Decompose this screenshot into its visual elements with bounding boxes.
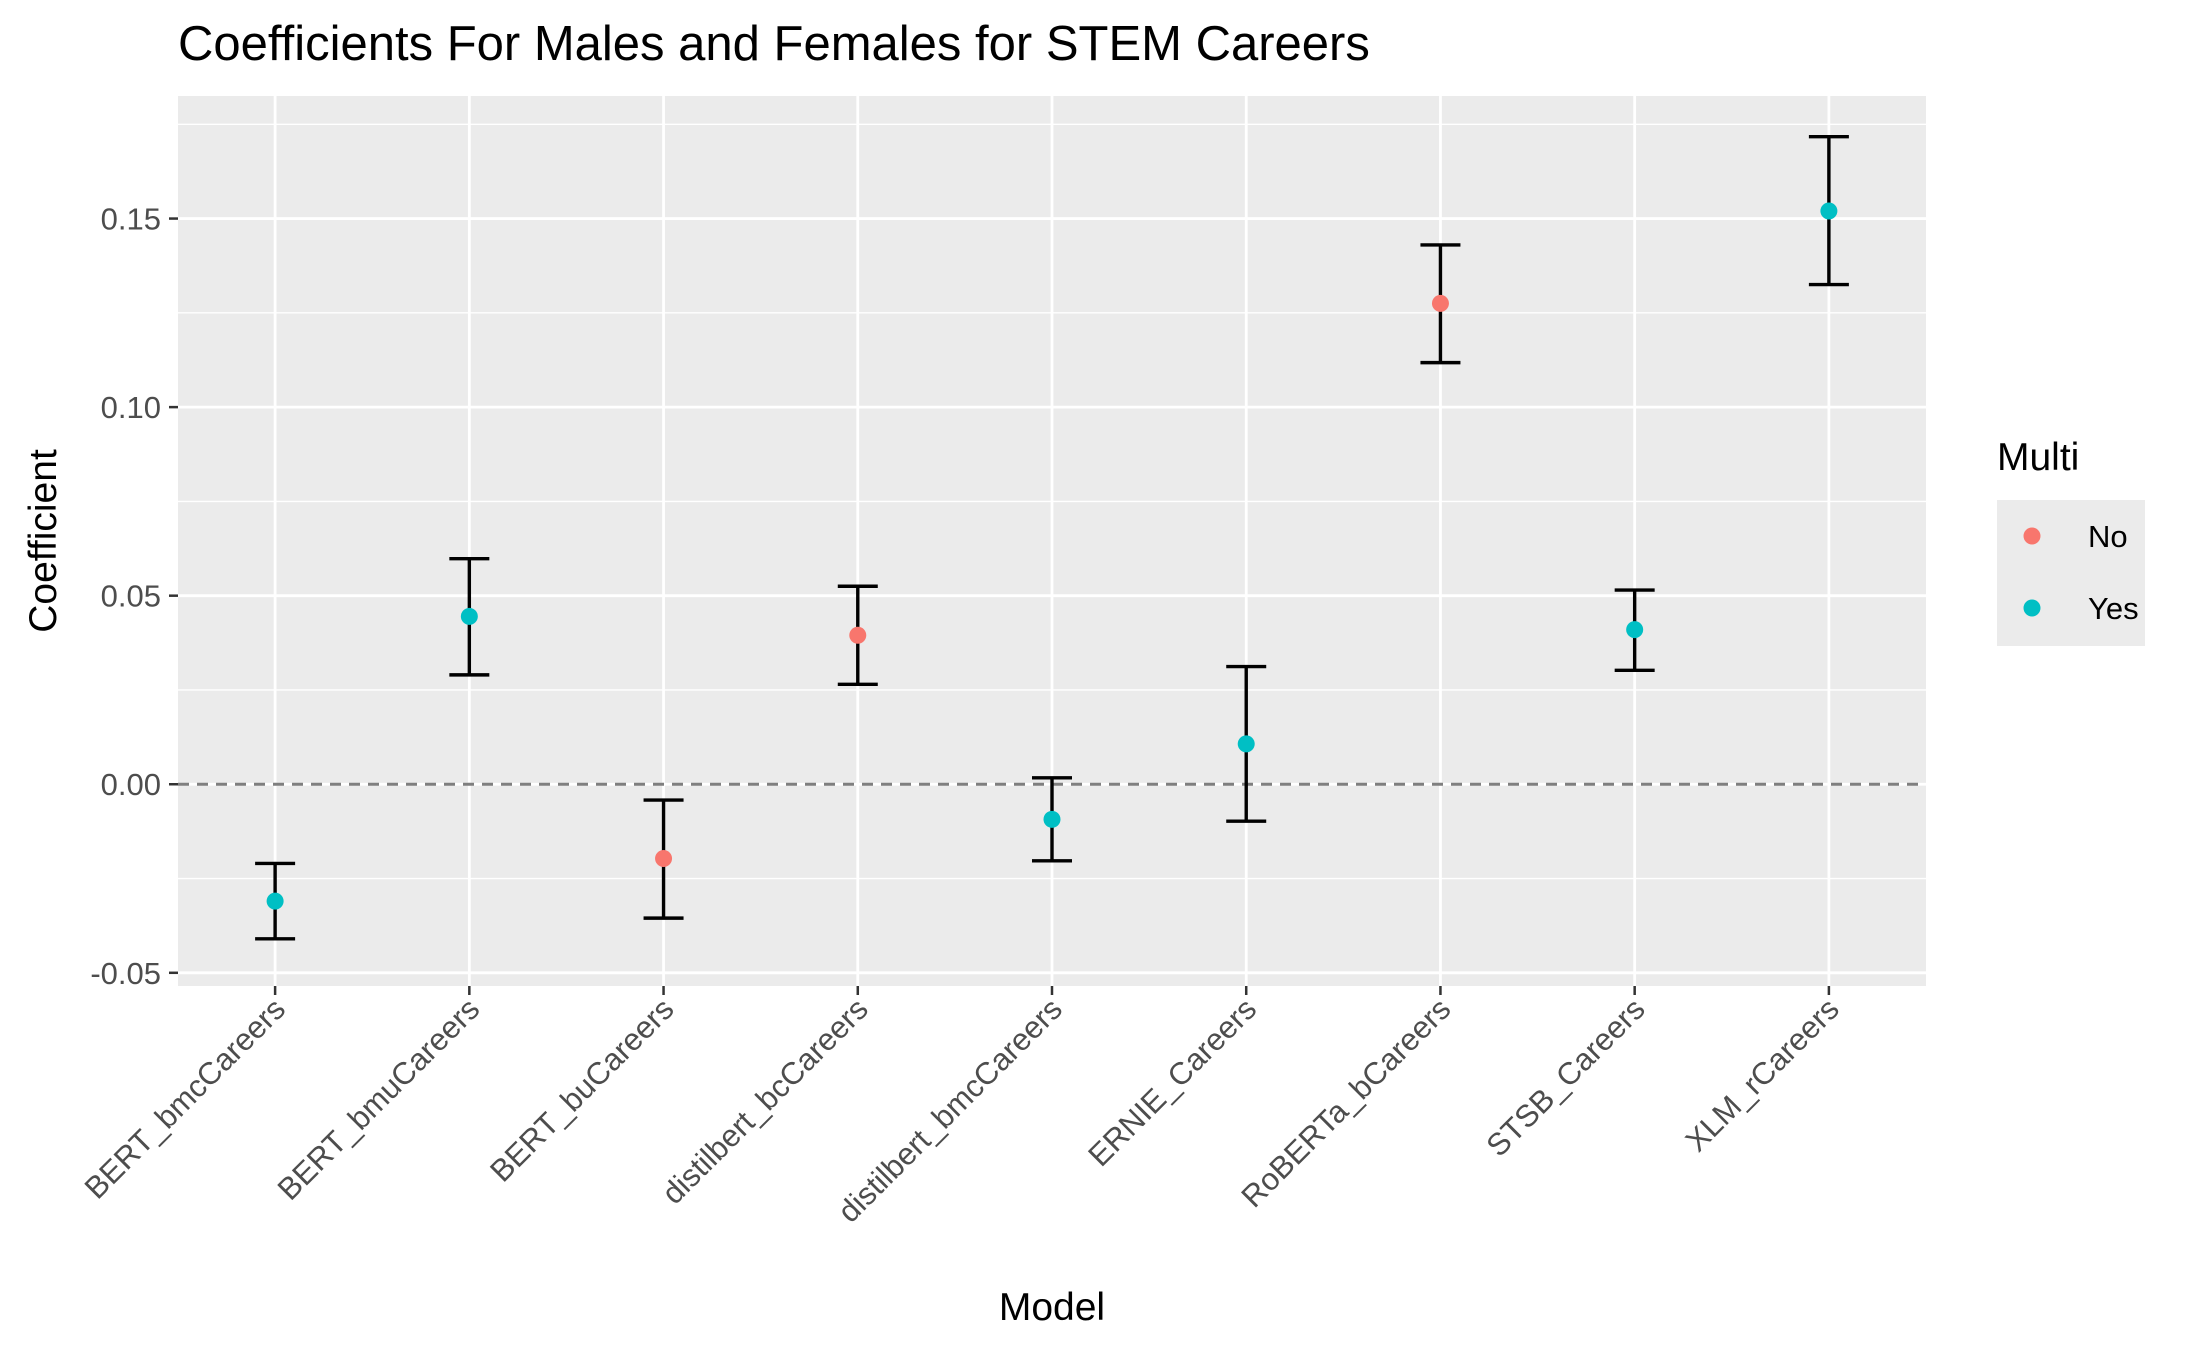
- legend-label-no: No: [2088, 519, 2128, 554]
- x-tick-label: distilbert_bcCareers: [655, 991, 875, 1211]
- data-point: [1237, 735, 1255, 753]
- x-tick-label: BERT_buCareers: [483, 991, 680, 1188]
- y-tick-label: -0.05: [90, 956, 161, 991]
- x-tick-label: distilbert_bmcCareers: [831, 991, 1069, 1229]
- chart-title: Coefficients For Males and Females for S…: [178, 17, 1370, 71]
- data-point: [1431, 294, 1449, 312]
- data-point: [1626, 621, 1644, 639]
- y-axis-title: Coefficient: [22, 449, 65, 633]
- x-tick-label: BERT_bmcCareers: [78, 991, 292, 1205]
- data-points: [266, 202, 1838, 910]
- y-tick-label: 0.05: [101, 579, 161, 614]
- data-point: [849, 626, 867, 644]
- legend: Multi No Yes: [1997, 436, 2145, 646]
- x-tick-label: XLM_rCareers: [1679, 991, 1846, 1158]
- x-tick-label: RoBERTa_bCareers: [1234, 991, 1457, 1214]
- x-tick-label: STSB_Careers: [1479, 991, 1651, 1163]
- legend-title: Multi: [1997, 436, 2079, 479]
- legend-key-background: [1997, 500, 2145, 646]
- x-axis-title: Model: [999, 1286, 1105, 1329]
- y-tick-label: 0.15: [101, 202, 161, 237]
- data-point: [266, 892, 284, 910]
- y-tick-label: 0.00: [101, 767, 161, 802]
- x-tick-label: BERT_bmuCareers: [271, 991, 487, 1207]
- legend-key-no: [2023, 527, 2041, 545]
- y-tick-label: 0.10: [101, 390, 161, 425]
- data-point: [1043, 810, 1061, 828]
- data-point: [655, 850, 673, 868]
- data-point: [1820, 202, 1838, 220]
- data-point: [460, 607, 478, 625]
- legend-key-yes: [2023, 599, 2041, 617]
- x-tick-label: ERNIE_Careers: [1081, 991, 1263, 1173]
- legend-label-yes: Yes: [2088, 591, 2139, 626]
